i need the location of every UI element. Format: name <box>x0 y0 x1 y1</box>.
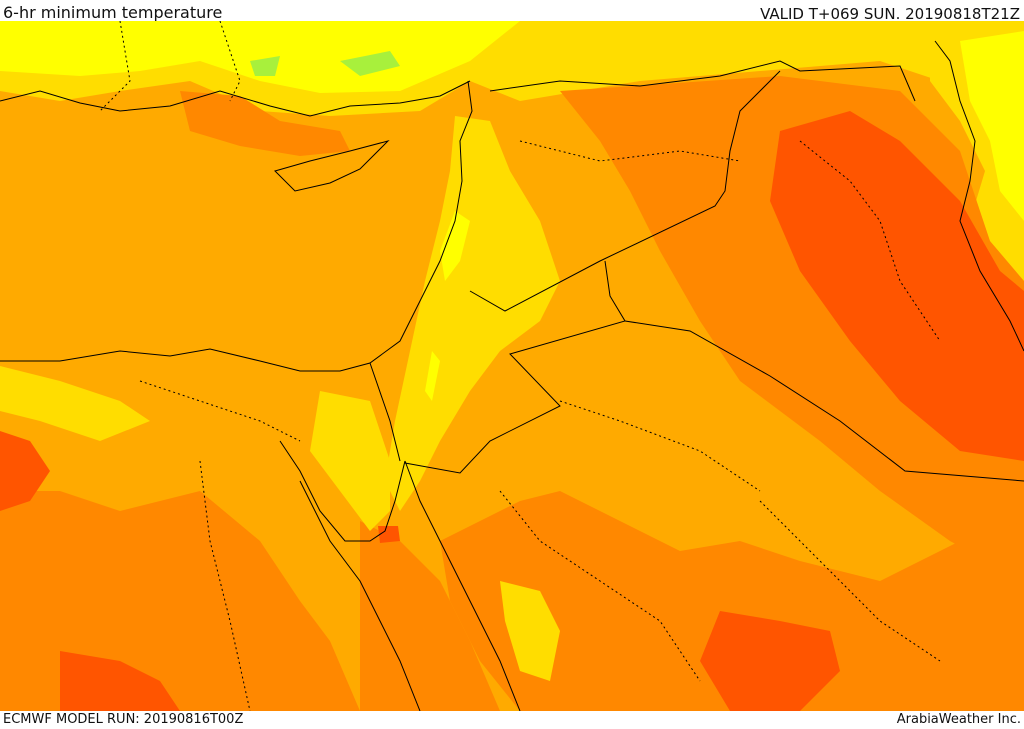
band-red-south <box>700 611 840 711</box>
band-red-southwest <box>60 651 180 711</box>
band-green-north <box>250 51 400 76</box>
band-yellow-levant <box>425 211 470 401</box>
band-gold-egypt-west <box>0 366 150 441</box>
footer-bar: ECMWF MODEL RUN: 20190816T00Z ArabiaWeat… <box>0 711 1024 729</box>
band-gold-sinai <box>310 391 390 531</box>
band-red-egypt <box>0 431 50 511</box>
province-boundaries <box>99 21 941 711</box>
band-orange-redsea <box>360 521 500 711</box>
band-gold-levant <box>385 116 560 511</box>
band-red-aqaba <box>378 526 400 543</box>
country-borders <box>369 60 1024 482</box>
band-orange-turkey-coast <box>180 91 350 156</box>
band-yellow-northeast <box>960 31 1024 221</box>
temperature-map <box>0 21 1024 711</box>
map-title: 6-hr minimum temperature <box>3 3 223 22</box>
band-yellow-north <box>0 21 520 93</box>
valid-time: VALID T+069 SUN. 20190818T21Z <box>760 5 1020 23</box>
band-orange-saudi-south <box>440 491 1024 711</box>
map-canvas <box>0 21 1024 711</box>
model-run-label: ECMWF MODEL RUN: 20190816T00Z <box>3 712 244 727</box>
band-gold-saudi-south <box>500 581 560 681</box>
band-red-iraq <box>770 111 1024 461</box>
credit-label: ArabiaWeather Inc. <box>896 712 1021 727</box>
header-bar: 6-hr minimum temperature VALID T+069 SUN… <box>0 0 1024 23</box>
